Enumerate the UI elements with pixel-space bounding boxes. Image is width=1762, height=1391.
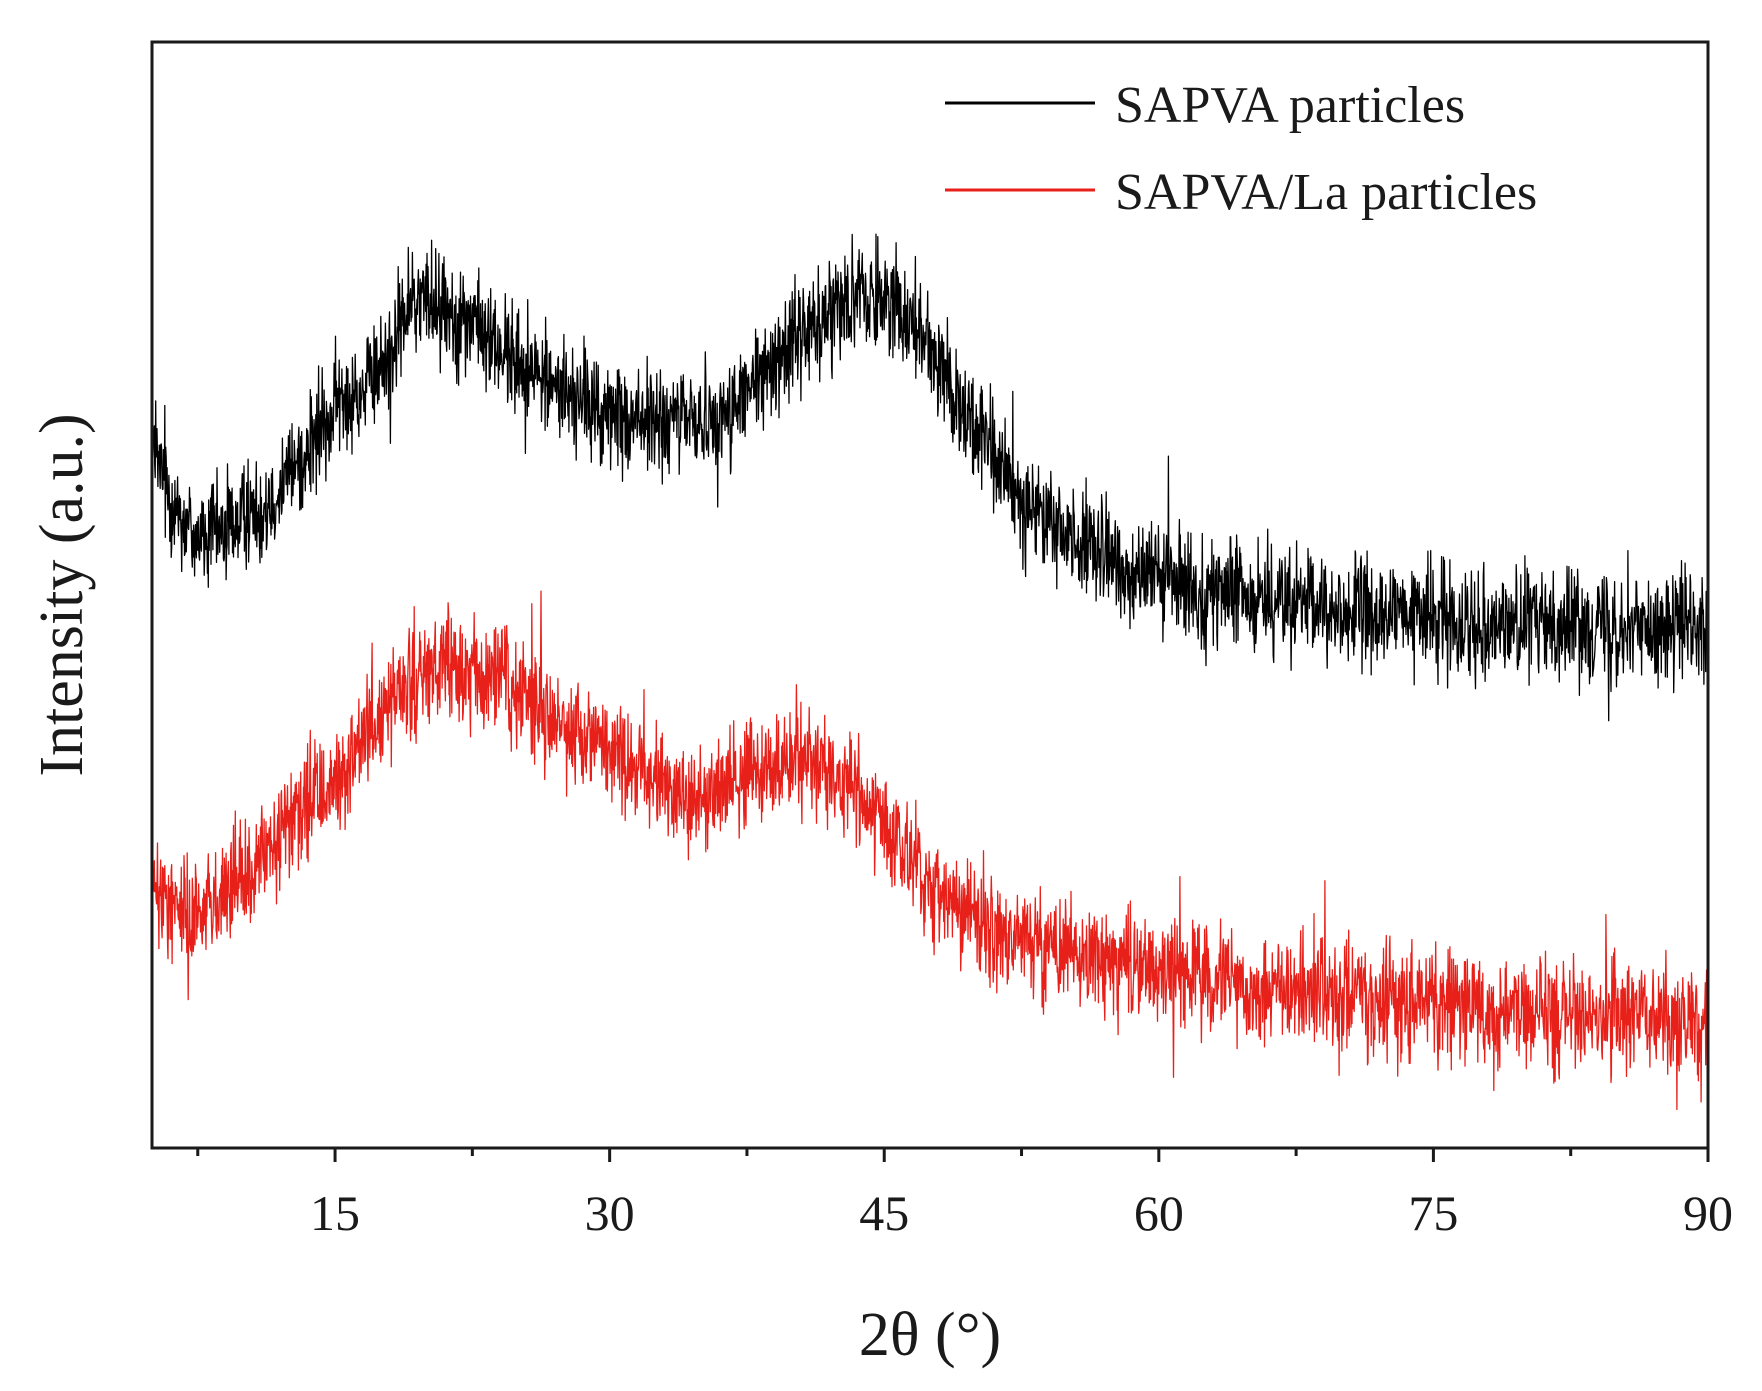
series-line-sapva — [152, 233, 1708, 722]
x-tick-label: 45 — [859, 1185, 909, 1241]
legend-label-sapva-la: SAPVA/La particles — [1115, 164, 1537, 221]
legend-label-sapva: SAPVA particles — [1115, 77, 1465, 134]
x-tick-label: 30 — [585, 1185, 635, 1241]
legend: SAPVA particles SAPVA/La particles — [945, 77, 1537, 221]
x-tick-label: 15 — [310, 1185, 360, 1241]
x-axis: 15 30 45 60 75 90 — [196, 1148, 1733, 1241]
x-axis-title: 2θ (°) — [859, 1301, 1001, 1369]
y-axis-title: Intensity (a.u.) — [28, 413, 96, 776]
x-tick-label: 60 — [1134, 1185, 1184, 1241]
plot-frame — [150, 40, 1710, 1150]
series-line-sapva-la — [152, 590, 1708, 1111]
series-layer — [152, 233, 1708, 1111]
x-tick-label: 90 — [1683, 1185, 1733, 1241]
x-tick-label: 75 — [1408, 1185, 1458, 1241]
